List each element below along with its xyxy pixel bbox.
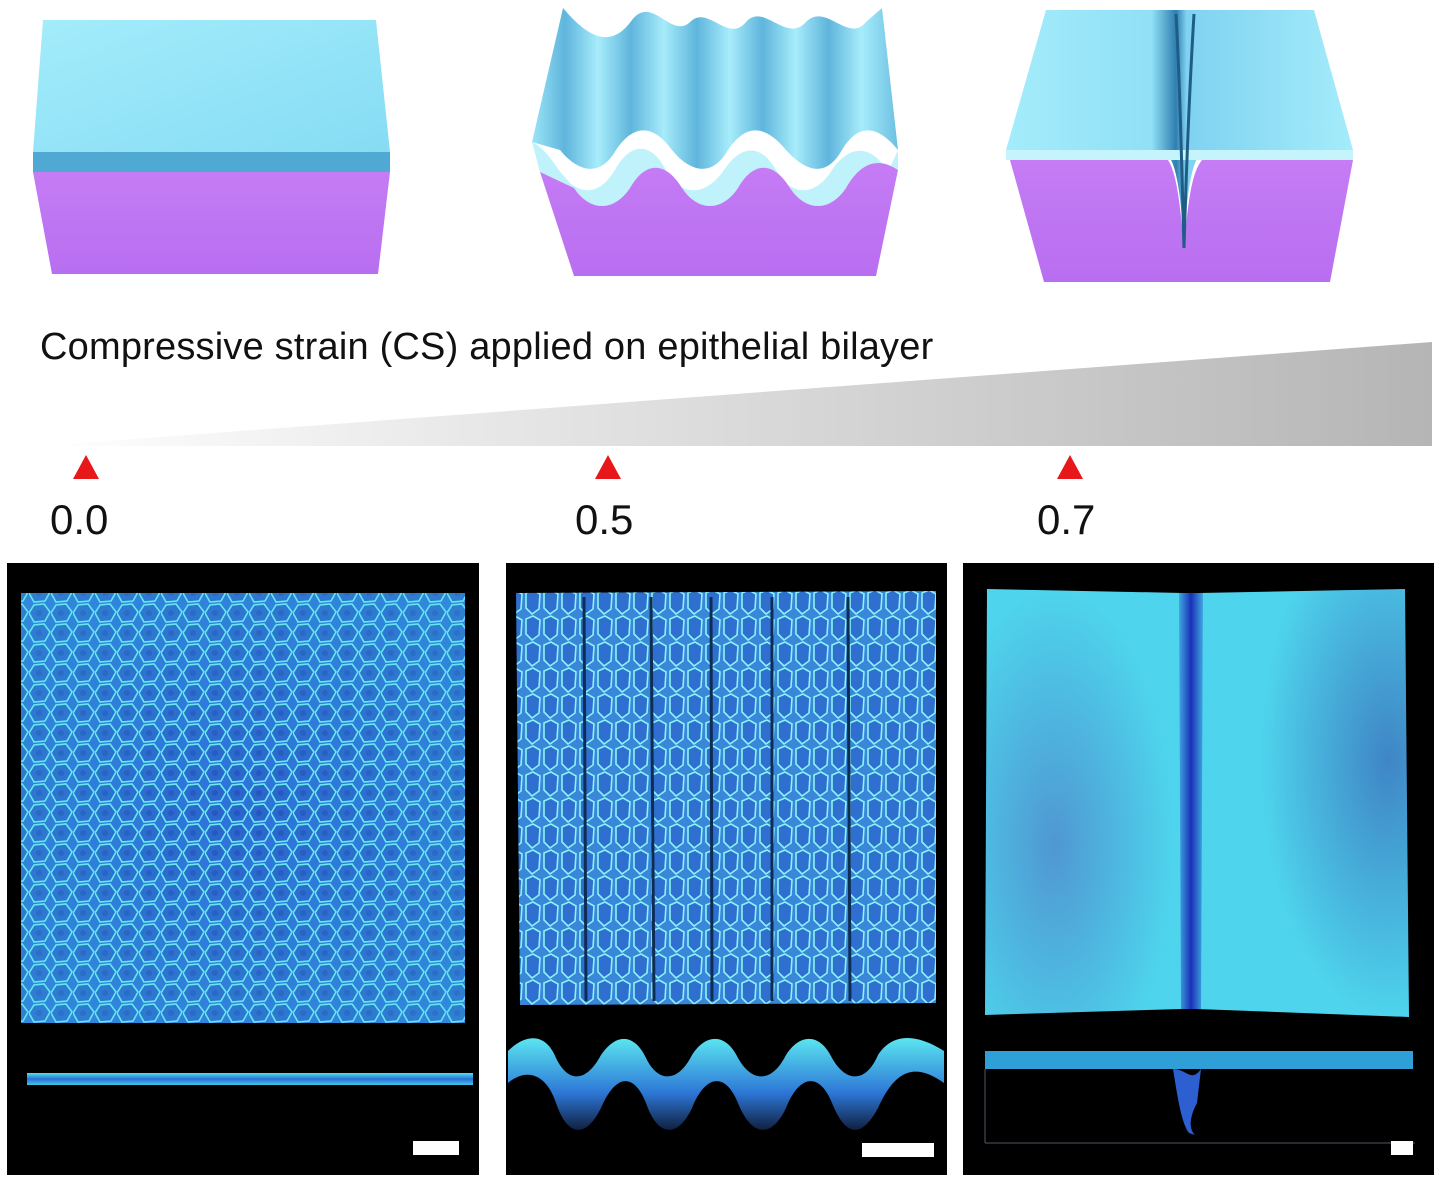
marker-triangle-icon (595, 455, 621, 479)
marker-triangle-icon (73, 455, 99, 479)
wrinkled-top-layer-edge (532, 142, 898, 206)
strain-value-label: 0.5 (575, 496, 634, 543)
scale-bar (413, 1141, 459, 1155)
microscopy-panel-flat (7, 563, 479, 1175)
fold-crease (1174, 13, 1196, 249)
flat-top-layer-edge (33, 152, 390, 172)
flat-substrate (33, 172, 390, 274)
microscopy-panel-folded (963, 563, 1434, 1175)
strain-value-label: 0.7 (1037, 496, 1096, 543)
strain-gradient-wedge (40, 342, 1432, 446)
scale-bar (862, 1143, 934, 1157)
folded-bilayer (1006, 10, 1353, 282)
wrinkled-top-surface (532, 8, 898, 169)
strain-value-label: 0.0 (50, 496, 109, 543)
wrinkled-microscopy-image (508, 591, 944, 1157)
folded-top-layer-edge (1006, 150, 1353, 160)
strain-axis-label: Compressive strain (CS) applied on epith… (40, 326, 934, 368)
wrinkled-bilayer (532, 8, 898, 276)
flat-bilayer (33, 20, 390, 274)
folded-microscopy-image (984, 589, 1415, 1155)
wrinkled-substrate (540, 163, 898, 276)
flat-top-surface (33, 20, 390, 152)
flat-microscopy-image (21, 593, 473, 1155)
bilayer-schematics (33, 8, 1353, 282)
marker-triangle-icon (1057, 455, 1083, 479)
folded-substrate (1010, 160, 1353, 282)
microscopy-panel-wrinkled (506, 563, 947, 1175)
scale-bar (1391, 1141, 1413, 1155)
